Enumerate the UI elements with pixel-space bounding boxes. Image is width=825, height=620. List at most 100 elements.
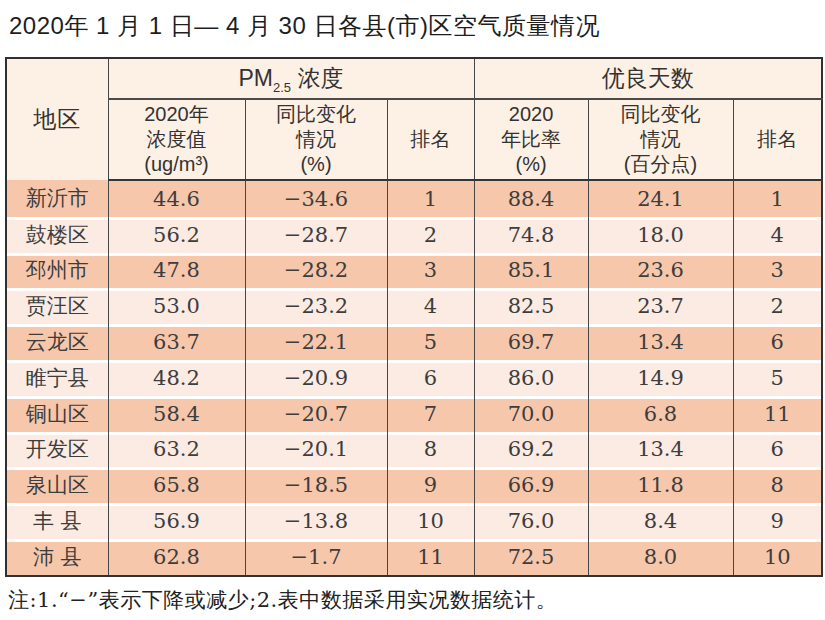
good-rate-cell: 69.2 [474,432,588,468]
good-rate-cell: 70.0 [474,396,588,432]
good-rate-cell: 85.1 [474,253,588,289]
header-good-rate: 2020 年比率 (%) [474,99,588,180]
pm-rank-cell: 8 [387,432,474,468]
region-cell: 泉山区 [6,467,108,503]
table-row: 邳州市47.8−28.2385.123.63 [6,253,822,289]
region-cell: 贾汪区 [6,288,108,324]
pm-change-cell: −28.7 [245,217,387,253]
header-sub-row: 2020年 浓度值 (ug/m³) 同比变化 情况 (%) 排名 2020 年比… [6,99,822,180]
table-row: 铜山区58.4−20.7770.06.811 [6,396,822,432]
pm-rank-cell: 11 [387,539,474,576]
pm-value-cell: 48.2 [108,360,245,396]
page-title: 2020年 1 月 1 日— 4 月 30 日各县(市)区空气质量情况 [9,10,600,42]
good-rank-cell: 9 [733,503,822,539]
pm-change-cell: −20.7 [245,396,387,432]
header-group-row: 地区 PM2.5 浓度 优良天数 [6,58,822,99]
table-row: 云龙区63.7−22.1569.713.46 [6,324,822,360]
table-row: 新沂市44.6−34.6188.424.11 [6,180,822,217]
region-cell: 铜山区 [6,396,108,432]
good-rate-cell: 72.5 [474,539,588,576]
pm-value-cell: 56.2 [108,217,245,253]
header-good-rank: 排名 [733,99,822,180]
good-change-cell: 14.9 [588,360,733,396]
pm-value-cell: 58.4 [108,396,245,432]
pm-label-subscript: 2.5 [273,79,291,94]
region-cell: 鼓楼区 [6,217,108,253]
pm-value-cell: 63.2 [108,432,245,468]
table-row: 泉山区65.8−18.5966.911.88 [6,467,822,503]
page: 2020年 1 月 1 日— 4 月 30 日各县(市)区空气质量情况 地区 P… [0,0,825,620]
pm-change-cell: −20.1 [245,432,387,468]
good-rank-cell: 11 [733,396,822,432]
pm-rank-cell: 1 [387,180,474,217]
good-rank-cell: 1 [733,180,822,217]
table-row: 贾汪区53.0−23.2482.523.72 [6,288,822,324]
good-change-cell: 18.0 [588,217,733,253]
good-rate-cell: 88.4 [474,180,588,217]
good-rate-cell: 82.5 [474,288,588,324]
pm-change-cell: −34.6 [245,180,387,217]
region-cell: 新沂市 [6,180,108,217]
air-quality-table: 地区 PM2.5 浓度 优良天数 2020年 浓度值 (ug/m³) 同比变化 … [5,57,823,577]
pm-change-cell: −18.5 [245,467,387,503]
pm-rank-cell: 9 [387,467,474,503]
footnote: 注:1.“−”表示下降或减少;2.表中数据采用实况数据统计。 [8,586,557,614]
good-change-cell: 13.4 [588,432,733,468]
pm-rank-cell: 10 [387,503,474,539]
table-row: 开发区63.2−20.1869.213.46 [6,432,822,468]
header-region: 地区 [6,58,108,180]
header-good-days-group: 优良天数 [474,58,822,99]
good-change-cell: 11.8 [588,467,733,503]
good-rank-cell: 10 [733,539,822,576]
good-rank-cell: 3 [733,253,822,289]
table-body: 新沂市44.6−34.6188.424.11鼓楼区56.2−28.7274.81… [6,180,822,576]
pm-value-cell: 65.8 [108,467,245,503]
pm-rank-cell: 4 [387,288,474,324]
good-rank-cell: 6 [733,432,822,468]
good-change-cell: 8.4 [588,503,733,539]
good-change-cell: 23.7 [588,288,733,324]
good-rank-cell: 6 [733,324,822,360]
pm-value-cell: 56.9 [108,503,245,539]
pm-change-cell: −20.9 [245,360,387,396]
region-cell: 沛 县 [6,539,108,576]
pm-value-cell: 44.6 [108,180,245,217]
good-rate-cell: 76.0 [474,503,588,539]
pm-rank-cell: 2 [387,217,474,253]
pm-label-prefix: PM [239,65,274,91]
pm-value-cell: 62.8 [108,539,245,576]
pm-value-cell: 47.8 [108,253,245,289]
header-pm-group: PM2.5 浓度 [108,58,474,99]
header-pm-rank: 排名 [387,99,474,180]
region-cell: 开发区 [6,432,108,468]
pm-change-cell: −22.1 [245,324,387,360]
good-change-cell: 6.8 [588,396,733,432]
good-rate-cell: 69.7 [474,324,588,360]
region-cell: 邳州市 [6,253,108,289]
region-cell: 云龙区 [6,324,108,360]
pm-value-cell: 53.0 [108,288,245,324]
header-pm-value: 2020年 浓度值 (ug/m³) [108,99,245,180]
pm-value-cell: 63.7 [108,324,245,360]
pm-rank-cell: 7 [387,396,474,432]
good-rank-cell: 4 [733,217,822,253]
good-change-cell: 8.0 [588,539,733,576]
good-rate-cell: 74.8 [474,217,588,253]
good-rank-cell: 8 [733,467,822,503]
pm-rank-cell: 3 [387,253,474,289]
pm-label-suffix: 浓度 [291,65,343,91]
pm-change-cell: −13.8 [245,503,387,539]
table-row: 鼓楼区56.2−28.7274.818.04 [6,217,822,253]
good-rate-cell: 66.9 [474,467,588,503]
header-good-change: 同比变化 情况 (百分点) [588,99,733,180]
table-row: 沛 县62.8−1.71172.58.010 [6,539,822,576]
pm-change-cell: −1.7 [245,539,387,576]
good-rank-cell: 5 [733,360,822,396]
good-change-cell: 23.6 [588,253,733,289]
table-row: 睢宁县48.2−20.9686.014.95 [6,360,822,396]
region-cell: 睢宁县 [6,360,108,396]
region-cell: 丰 县 [6,503,108,539]
pm-rank-cell: 6 [387,360,474,396]
good-rate-cell: 86.0 [474,360,588,396]
pm-change-cell: −23.2 [245,288,387,324]
